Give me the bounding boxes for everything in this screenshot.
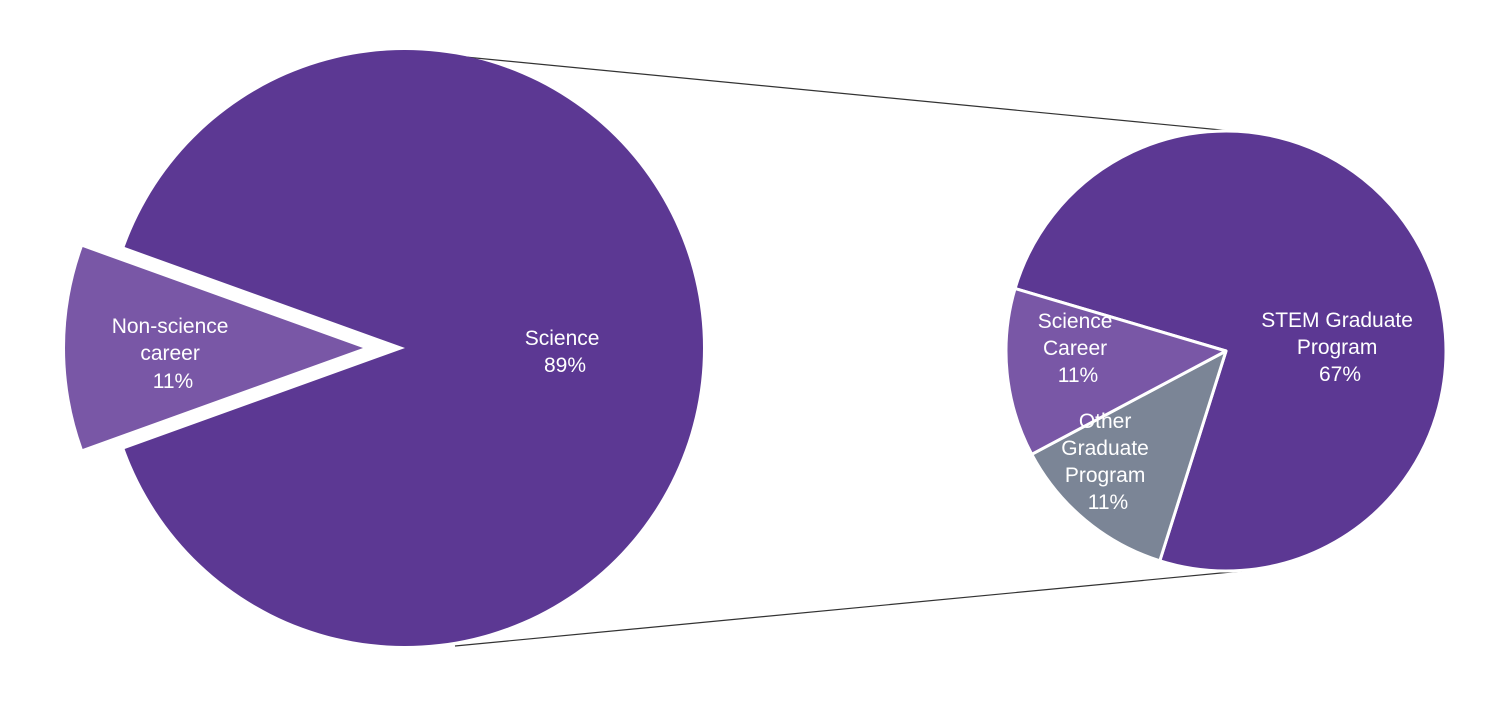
- slice-label-stem-line2: Program: [1297, 336, 1378, 359]
- pie-slice-science-career: [1004, 287, 1228, 456]
- slice-label-other-graduate-program: Other Graduate Program 11%: [1061, 410, 1154, 514]
- slice-label-science-career: Science Career 11%: [1038, 310, 1119, 387]
- pie-slice-other-graduate-program: [1030, 349, 1228, 563]
- pie-slice-stem-graduate-program: [1013, 129, 1448, 573]
- slice-label-science-value: 89%: [544, 354, 586, 377]
- slice-label-science-career-value: 11%: [1058, 364, 1098, 387]
- slice-label-other-line1: Other: [1079, 410, 1132, 433]
- slice-label-other-value: 11%: [1088, 491, 1128, 514]
- main-pie: Science 89% Non-science career 11%: [65, 49, 704, 646]
- slice-label-non-science-career-value: 11%: [153, 370, 193, 393]
- slice-label-non-science-career-line1: Non-science: [112, 315, 229, 338]
- slice-label-other-line2: Graduate: [1061, 437, 1149, 460]
- slice-label-non-science-career-line2: career: [140, 342, 200, 365]
- breakdown-pie: STEM Graduate Program 67% Science Career…: [1004, 129, 1448, 573]
- slice-label-science-career-line2: Career: [1043, 337, 1107, 360]
- slice-label-non-science-career: Non-science career 11%: [112, 315, 235, 393]
- slice-label-science: Science 89%: [525, 327, 606, 377]
- slice-label-stem-line1: STEM Graduate: [1261, 309, 1413, 332]
- slice-label-science-career-line1: Science: [1038, 310, 1113, 333]
- slice-label-other-line3: Program: [1065, 464, 1146, 487]
- pie-slice-non-science-career: [65, 247, 364, 449]
- pie-slice-science: [124, 49, 704, 646]
- slice-label-science-name: Science: [525, 327, 600, 350]
- slice-label-stem-value: 67%: [1319, 363, 1361, 386]
- slice-label-stem-graduate-program: STEM Graduate Program 67%: [1261, 309, 1419, 386]
- connector-line-top: [454, 55, 1243, 133]
- connector-line-bottom: [454, 570, 1243, 647]
